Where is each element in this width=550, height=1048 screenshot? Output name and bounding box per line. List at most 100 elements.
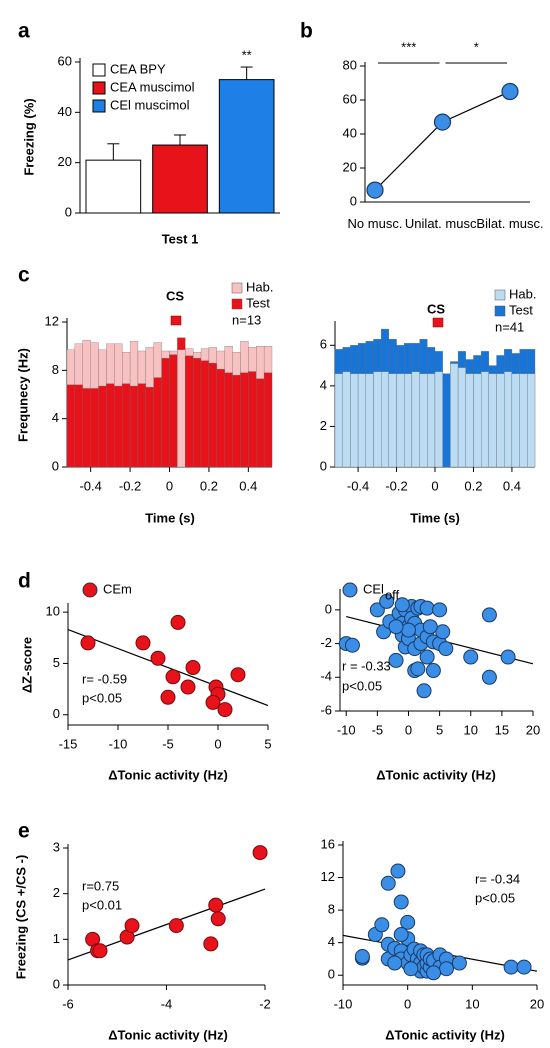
- x-tick-label: -10: [337, 722, 356, 737]
- y-tick-label: 12: [45, 313, 59, 328]
- bar: [224, 372, 233, 468]
- data-point: [388, 619, 404, 635]
- x-tick-label: 0.2: [464, 478, 482, 493]
- x-tick-label: -0.2: [119, 478, 141, 493]
- legend-label: CEl: [363, 581, 384, 596]
- data-point: [388, 652, 404, 668]
- data-point: [433, 113, 452, 131]
- bar: [488, 373, 497, 468]
- bar: [473, 373, 482, 468]
- legend-label: Test: [246, 295, 270, 310]
- bar: [122, 383, 131, 468]
- bar: [334, 373, 343, 468]
- legend-swatch: [92, 81, 106, 95]
- bar: [66, 384, 76, 468]
- data-point: [374, 917, 390, 933]
- x-tick-label: Unilat. musc.: [404, 216, 481, 231]
- x-tick-label: 0.4: [239, 478, 257, 493]
- data-point: [394, 597, 410, 613]
- x-tick-label: 0: [431, 478, 438, 493]
- bar: [98, 385, 107, 468]
- bar: [427, 373, 436, 468]
- bar: [419, 373, 428, 468]
- bar: [208, 362, 217, 468]
- data-point: [92, 943, 108, 959]
- y-tick-label: 3: [53, 839, 60, 854]
- legend-label: CEA muscimol: [110, 79, 195, 94]
- bar: [511, 373, 520, 468]
- x-tick-label: -0.2: [385, 478, 407, 493]
- data-point: [369, 602, 385, 618]
- x-tick-label: -15: [59, 736, 78, 751]
- data-point: [380, 875, 396, 891]
- fit-line: [67, 629, 269, 707]
- data-point: [344, 637, 360, 653]
- y-tick-label: 0: [328, 967, 335, 982]
- sample-size: n=13: [232, 312, 261, 327]
- bar: [504, 371, 513, 468]
- x-tick-label: 5: [436, 722, 443, 737]
- legend-marker: [342, 582, 358, 598]
- bar: [365, 373, 374, 468]
- panel-letter: b: [300, 20, 313, 43]
- data-point: [426, 965, 442, 981]
- bar: [106, 383, 115, 468]
- bar: [411, 371, 420, 468]
- y-tick-label: -4: [320, 669, 332, 684]
- data-point: [366, 181, 384, 199]
- bar: [457, 367, 466, 468]
- legend-swatch: [494, 305, 506, 317]
- y-tick-label: 20: [58, 154, 72, 169]
- sample-size: n=41: [495, 319, 524, 334]
- bar: [373, 371, 382, 468]
- data-point: [165, 669, 181, 685]
- data-point: [435, 624, 451, 640]
- data-point: [379, 593, 395, 609]
- bar: [114, 385, 123, 468]
- bar: [161, 358, 170, 468]
- bar: [350, 373, 359, 468]
- x-tick-label: 0: [405, 722, 412, 737]
- x-axis-label: Test 1: [162, 231, 199, 246]
- x-tick-label: 10: [465, 996, 479, 1011]
- y-tick-label: 0: [52, 458, 59, 473]
- legend-label: Hab.: [246, 279, 273, 294]
- x-tick-label: -0.4: [79, 478, 101, 493]
- data-point: [481, 669, 497, 685]
- bar: [450, 363, 459, 468]
- x-tick-label: 0: [166, 478, 173, 493]
- bar: [90, 388, 99, 468]
- y-tick-label: -6: [320, 702, 332, 717]
- bar: [342, 371, 351, 468]
- x-tick-label: 0: [214, 736, 221, 751]
- data-point: [410, 661, 426, 677]
- panel-letter: a: [18, 20, 30, 43]
- x-tick-label: 15: [495, 722, 509, 737]
- y-tick-label: 80: [343, 57, 357, 72]
- y-tick-label: 0: [320, 458, 327, 473]
- data-point: [400, 622, 416, 638]
- x-axis-label: ΔTonic activity (Hz): [108, 767, 228, 782]
- y-tick-label: 0: [53, 976, 60, 991]
- bar: [177, 349, 186, 468]
- bar: [153, 377, 162, 468]
- y-axis-label: ΔZ-score: [19, 637, 34, 693]
- bar: [169, 354, 178, 468]
- x-tick-label: 5: [264, 736, 271, 751]
- data-point: [503, 959, 519, 975]
- x-tick-label: 0.2: [200, 478, 218, 493]
- y-tick-label: 10: [46, 604, 60, 619]
- y-tick-label: 12: [321, 869, 335, 884]
- y-tick-label: 0: [325, 601, 332, 616]
- significance: *: [474, 39, 479, 54]
- x-tick-label: No musc.: [347, 216, 403, 231]
- x-tick-label: 0.4: [503, 478, 521, 493]
- data-point: [217, 702, 233, 718]
- cs-label: CS: [427, 301, 445, 316]
- legend-label: Hab.: [509, 286, 536, 301]
- data-point: [425, 663, 441, 679]
- panel-letter: d: [18, 570, 31, 593]
- y-tick-label: 8: [328, 902, 335, 917]
- bar: [434, 371, 443, 468]
